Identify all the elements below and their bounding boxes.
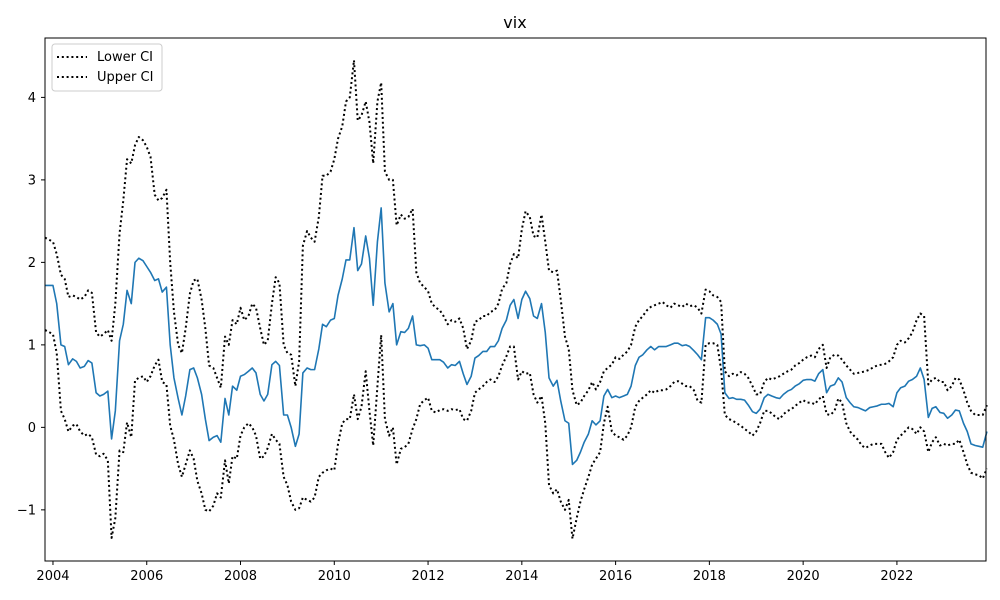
y-tick-label: 0	[28, 421, 36, 436]
legend-box	[51, 43, 163, 92]
plot-frame	[44, 37, 987, 562]
x-tick-label: 2008	[224, 569, 257, 584]
legend-label-lower-ci: Lower CI	[97, 50, 153, 65]
y-tick-label: 1	[28, 338, 36, 353]
x-axis: 2004 2006 2008 2010 2012 2014 2016 2018 2020 2022	[36, 561, 913, 584]
x-tick-label: 2022	[880, 569, 913, 584]
chart-title: vix	[503, 13, 526, 32]
series-line-upper-ci	[44, 59, 988, 416]
series-line-lower-ci	[44, 329, 988, 540]
y-tick-label: 2	[28, 256, 36, 271]
plot-lines	[44, 59, 988, 540]
series-line-estimate	[45, 207, 988, 466]
legend: Lower CI Upper CI	[51, 43, 163, 92]
y-tick-label: −1	[17, 503, 36, 518]
x-tick-label: 2012	[412, 569, 445, 584]
x-tick-label: 2018	[693, 569, 726, 584]
legend-label-upper-ci: Upper CI	[97, 70, 153, 85]
y-tick-label: 4	[28, 91, 36, 106]
x-tick-label: 2020	[787, 569, 820, 584]
y-tick-label: 3	[28, 173, 36, 188]
x-tick-label: 2014	[505, 569, 538, 584]
x-tick-label: 2004	[36, 569, 69, 584]
x-tick-label: 2010	[318, 569, 351, 584]
x-tick-label: 2006	[130, 569, 163, 584]
x-tick-label: 2016	[599, 569, 632, 584]
y-axis: −1 0 1 2 3 4	[17, 91, 45, 518]
